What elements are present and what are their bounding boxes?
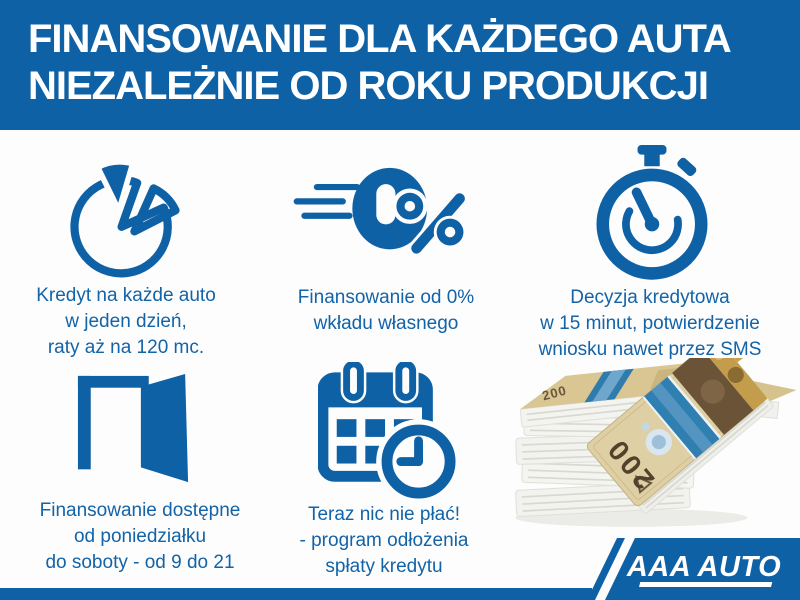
caption-line: Finansowanie od 0% bbox=[297, 287, 475, 308]
aaa-auto-logo: AAA AUTO bbox=[587, 538, 800, 600]
banknote-bundle-front: 200 bbox=[586, 358, 774, 514]
bottom-strip bbox=[0, 588, 592, 600]
feature-caption-decision: Decyzja kredytowa w 15 minut, potwierdze… bbox=[524, 285, 776, 363]
caption-line: wkładu własnego bbox=[313, 313, 459, 334]
open-door-icon bbox=[77, 373, 189, 483]
caption-line: do soboty - od 9 do 21 bbox=[45, 552, 235, 573]
feature-caption-deferral: Teraz nic nie płać! - program odłożenia … bbox=[272, 502, 496, 580]
header-banner: FINANSOWANIE DLA KAŻDEGO AUTA NIEZALEŻNI… bbox=[0, 0, 800, 130]
logo-diagonal-stripe bbox=[587, 538, 625, 600]
stopwatch-icon bbox=[596, 145, 708, 280]
caption-line: od poniedziałku bbox=[73, 526, 207, 547]
pie-chart-icon bbox=[70, 159, 180, 278]
caption-line: raty aż na 120 mc. bbox=[47, 337, 205, 358]
feature-caption-zero-percent: Finansowanie od 0% wkładu własnego bbox=[274, 285, 498, 337]
caption-line: Teraz nic nie płać! bbox=[307, 504, 461, 525]
feature-caption-availability: Finansowanie dostępne od poniedziałku do… bbox=[28, 498, 252, 576]
header-line-1: FINANSOWANIE DLA KAŻDEGO AUTA bbox=[28, 17, 732, 61]
header-line-2: NIEZALEŻNIE OD ROKU PRODUKCJI bbox=[28, 64, 709, 108]
banknote-value-small: 200 bbox=[541, 383, 569, 404]
speed-lines-icon bbox=[293, 183, 361, 219]
caption-line: Finansowanie dostępne bbox=[39, 500, 241, 521]
caption-line: wniosku nawet przez SMS bbox=[538, 339, 762, 360]
logo-text: AAA AUTO bbox=[626, 551, 781, 583]
caption-line: w 15 minut, potwierdzenie bbox=[540, 313, 760, 334]
zero-percent-icon bbox=[293, 167, 468, 257]
caption-line: w jeden dzień, bbox=[65, 311, 187, 332]
calendar-clock-icon bbox=[318, 362, 458, 500]
feature-caption-credit: Kredyt na każde auto w jeden dzień, raty… bbox=[15, 283, 237, 361]
caption-line: Kredyt na każde auto bbox=[36, 285, 216, 306]
caption-line: Decyzja kredytowa bbox=[570, 287, 730, 308]
caption-line: spłaty kredytu bbox=[325, 556, 443, 577]
logo-underline bbox=[639, 582, 773, 587]
caption-line: - program odłożenia bbox=[299, 530, 469, 551]
money-stacks-image: 200 200 bbox=[515, 358, 797, 527]
